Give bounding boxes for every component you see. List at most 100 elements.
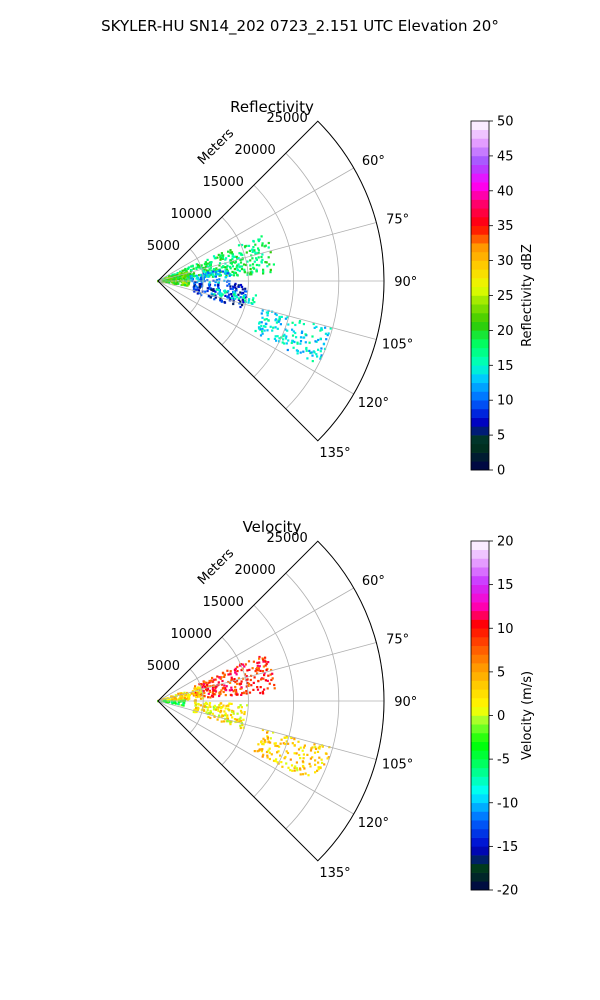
echo-pixel — [181, 698, 184, 701]
colorbar-segment — [471, 461, 489, 471]
echo-pixel — [211, 694, 214, 697]
echo-pixel — [219, 711, 222, 714]
echo-pixel — [203, 682, 206, 685]
echo-pixel — [245, 678, 248, 682]
colorbar-segment — [471, 689, 489, 699]
echo-pixel — [211, 712, 214, 715]
echo-pixel — [218, 262, 222, 265]
colorbar-segment — [471, 759, 489, 769]
echo-pixel — [233, 284, 237, 287]
colorbar-segment — [471, 374, 489, 384]
echo-pixel — [227, 673, 230, 676]
echo-pixel — [277, 750, 280, 753]
echo-pixel — [319, 329, 322, 332]
echo-pixel — [310, 351, 313, 354]
echo-pixel — [193, 693, 196, 696]
echo-pixel — [269, 251, 272, 254]
echo-pixel — [181, 281, 185, 284]
echo-pixel — [194, 693, 197, 696]
echo-pixel — [254, 251, 257, 254]
echo-pixel — [208, 287, 211, 290]
echo-pixel — [265, 750, 269, 754]
echo-pixel — [252, 688, 255, 691]
echo-pixel — [283, 757, 286, 760]
colorbar-tick-label: 45 — [497, 149, 514, 164]
echo-pixel — [224, 272, 227, 275]
echo-pixel — [217, 709, 220, 712]
echo-pixel — [251, 263, 255, 266]
colorbar-segment — [471, 567, 489, 577]
echo-pixel — [244, 299, 247, 302]
echo-pixel — [169, 698, 172, 701]
echo-pixel — [177, 282, 180, 285]
echo-pixel — [235, 692, 238, 695]
echo-pixel — [240, 711, 243, 714]
echo-pixel — [298, 767, 302, 770]
echo-pixel — [311, 335, 314, 338]
echo-pixel — [207, 696, 210, 699]
echo-pixel — [272, 759, 276, 762]
echo-pixel — [245, 685, 248, 688]
echo-pixel — [257, 239, 260, 243]
echo-pixel — [205, 273, 208, 276]
echo-pixel — [295, 767, 298, 770]
echo-pixel — [295, 752, 298, 755]
echo-pixel — [224, 694, 227, 697]
echo-pixel — [249, 678, 252, 682]
echo-pixel — [280, 761, 283, 764]
echo-pixel — [205, 271, 208, 274]
echo-pixel — [191, 265, 194, 268]
echo-pixel — [232, 712, 235, 715]
echo-pixel — [174, 280, 177, 283]
echo-pixel — [199, 697, 203, 700]
echo-pixel — [241, 723, 244, 727]
echo-pixel — [218, 294, 222, 297]
azimuth-gridline — [157, 222, 377, 282]
echo-pixel — [174, 273, 177, 276]
echo-pixel — [177, 702, 180, 706]
echo-pixel — [218, 693, 221, 696]
echo-pixel — [188, 694, 191, 697]
echo-pixel — [257, 680, 260, 683]
echo-pixel — [206, 271, 209, 274]
echo-pixel — [193, 708, 196, 711]
echo-pixel — [181, 269, 184, 272]
echo-pixel — [207, 262, 210, 265]
echo-pixel — [195, 709, 198, 712]
echo-pixel — [227, 720, 231, 723]
echo-pixel — [229, 673, 232, 676]
echo-pixel — [179, 695, 182, 698]
echo-pixel — [291, 321, 294, 324]
range-tick-label: 15000 — [203, 175, 244, 190]
echo-pixel — [236, 670, 239, 673]
colorbar-segment — [471, 610, 489, 620]
echo-pixel — [212, 268, 216, 271]
echo-pixel — [237, 256, 240, 260]
echo-pixel — [259, 669, 262, 672]
echo-pixel — [257, 238, 260, 241]
echo-pixel — [307, 774, 310, 777]
colorbar-segment — [471, 400, 489, 410]
colorbar-segment — [471, 654, 489, 664]
echo-pixel — [254, 670, 257, 673]
echo-pixel — [241, 304, 244, 307]
colorbar: 0 5 10 15 20 25 30 35 40 45 50 Reflectivity dBZ — [470, 115, 535, 479]
echo-pixel — [285, 750, 288, 753]
echo-pixel — [186, 695, 189, 698]
colorbar-segment — [471, 295, 489, 305]
echo-pixel — [229, 702, 232, 705]
echo-pixel — [218, 264, 221, 267]
echo-pixel — [284, 328, 287, 331]
echo-pixel — [258, 322, 261, 325]
echo-pixel — [187, 283, 190, 286]
echo-pixel — [222, 265, 225, 268]
echo-pixel — [323, 347, 327, 350]
echo-pixel — [198, 692, 201, 695]
echo-pixel — [223, 675, 226, 678]
echo-pixel — [206, 712, 209, 715]
echo-pixel — [209, 709, 212, 713]
echo-pixel — [229, 721, 232, 724]
echo-pixel — [294, 323, 297, 327]
azimuth-tick-label: 120° — [358, 396, 389, 411]
echo-pixel — [311, 354, 314, 357]
